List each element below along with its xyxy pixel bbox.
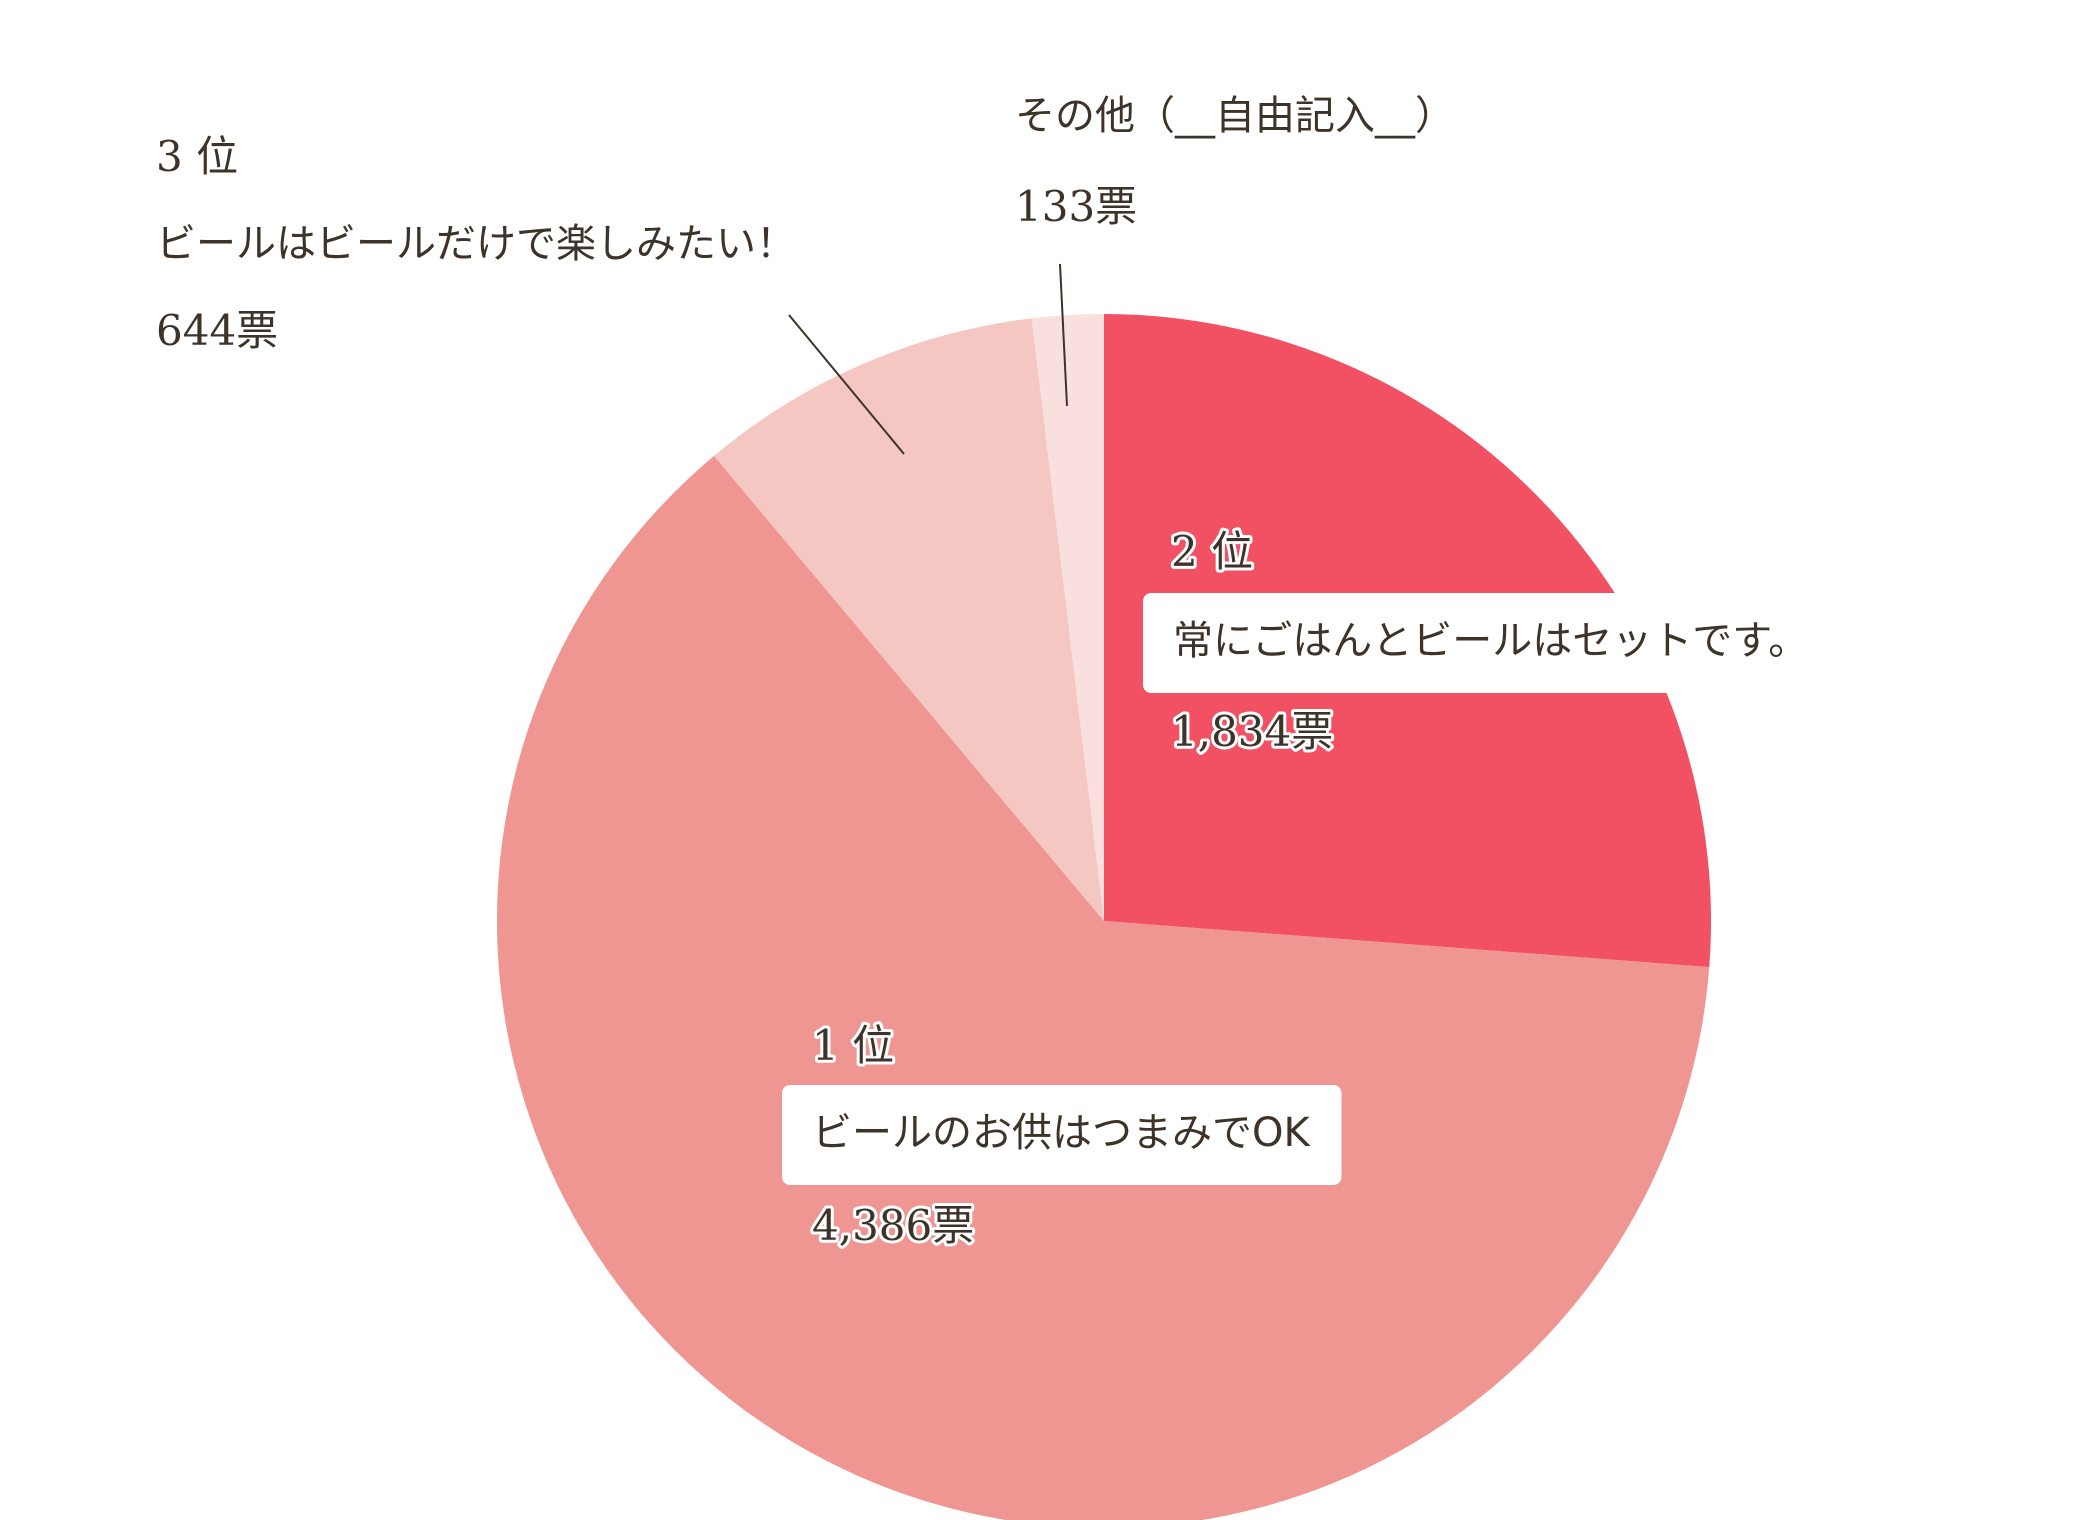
rank-label: 1 位 [812, 1021, 894, 1070]
category-label: 常にごはんとビールはセットです。 [1173, 618, 1808, 664]
label-box [782, 1085, 1342, 1185]
pie-slice [714, 318, 1104, 921]
category-label: ビールはビールだけで楽しみたい！ [156, 221, 796, 267]
category-label: ビールのお供はつまみでOK [812, 1110, 1311, 1156]
label-box [1143, 593, 1839, 693]
pie-slice [496, 455, 1710, 1520]
value-label: 1,834票 [1171, 707, 1333, 756]
category-label: その他（__自由記入__） [1015, 93, 1455, 139]
value-label: 644票 [156, 306, 278, 355]
pie [496, 314, 1711, 1520]
leader-line [1059, 263, 1068, 407]
pie-slice [1031, 314, 1104, 921]
rank-label: 3 位 [156, 132, 238, 181]
value-label: 133票 [1015, 182, 1137, 231]
leader-line [788, 314, 905, 455]
rank-label: 2 位 [1171, 527, 1253, 576]
value-label: 4,386票 [812, 1201, 974, 1250]
